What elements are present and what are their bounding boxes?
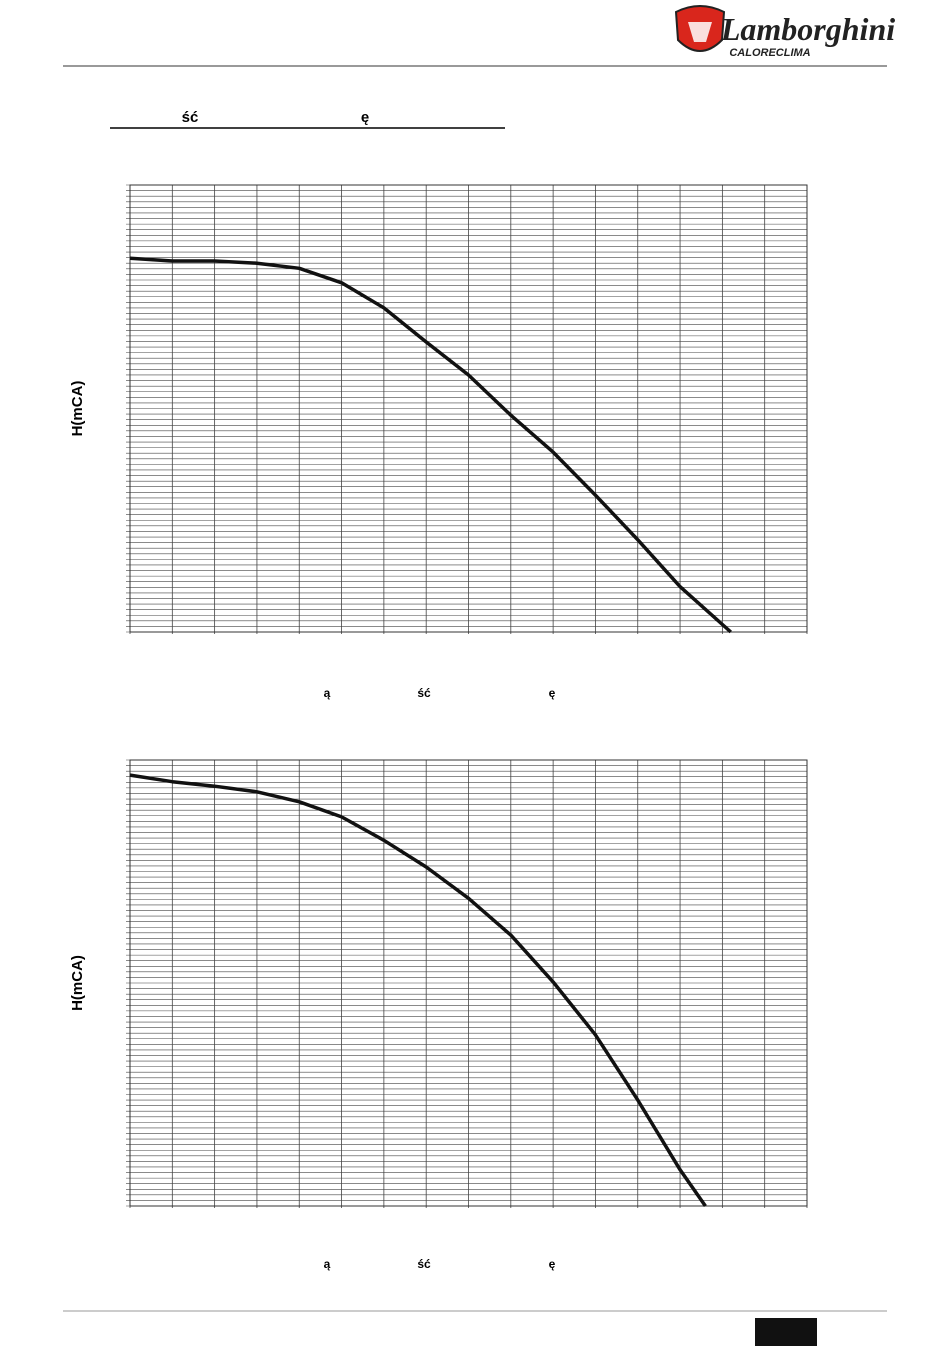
logo-bull <box>688 22 712 42</box>
brand-sub: CALORECLIMA <box>729 47 810 59</box>
pump-curve <box>129 256 732 634</box>
page-number-box <box>755 1318 817 1346</box>
x-axis-label-part: ę <box>549 686 556 700</box>
y-axis-label: H(mCA) <box>69 955 86 1011</box>
y-axis-label: H(mCA) <box>69 381 86 437</box>
x-axis-label-part: ę <box>549 1257 556 1271</box>
heading-part: ę <box>361 109 369 126</box>
x-axis-label-part: ść <box>417 686 431 700</box>
x-axis-label-part: ą <box>324 1257 331 1271</box>
plot-frame <box>129 184 808 633</box>
heading-part: ść <box>182 109 199 126</box>
x-axis-label-part: ą <box>324 686 331 700</box>
brand: Lamborghini <box>720 11 895 47</box>
plot-frame <box>129 759 808 1207</box>
pump-curve <box>129 773 707 1208</box>
x-axis-label-part: ść <box>417 1257 431 1271</box>
